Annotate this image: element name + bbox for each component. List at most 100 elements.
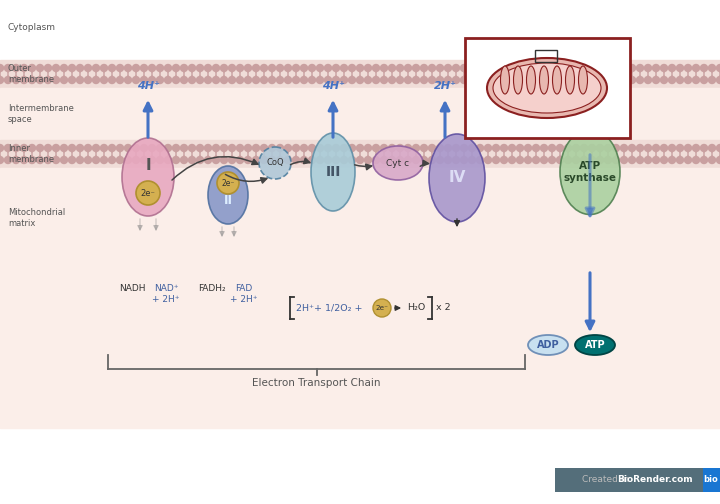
Circle shape <box>92 65 99 72</box>
Circle shape <box>261 77 268 84</box>
Circle shape <box>12 145 19 152</box>
Circle shape <box>428 145 436 152</box>
Circle shape <box>348 77 356 84</box>
Circle shape <box>420 65 428 72</box>
Circle shape <box>60 145 68 152</box>
Circle shape <box>588 65 595 72</box>
Circle shape <box>668 157 675 163</box>
Circle shape <box>677 65 683 72</box>
Circle shape <box>136 181 160 205</box>
Circle shape <box>420 77 428 84</box>
Ellipse shape <box>429 134 485 222</box>
Text: Electron Transport Chain: Electron Transport Chain <box>252 378 380 388</box>
Bar <box>0 88 720 140</box>
Circle shape <box>668 77 675 84</box>
Ellipse shape <box>311 133 355 211</box>
Circle shape <box>181 65 187 72</box>
Text: NAD⁺
+ 2H⁺: NAD⁺ + 2H⁺ <box>152 284 180 304</box>
Ellipse shape <box>552 66 562 94</box>
Circle shape <box>372 145 379 152</box>
Circle shape <box>4 65 12 72</box>
Circle shape <box>269 157 276 163</box>
Circle shape <box>20 77 27 84</box>
Circle shape <box>37 77 43 84</box>
Circle shape <box>549 157 556 163</box>
Ellipse shape <box>208 166 248 224</box>
Circle shape <box>613 145 619 152</box>
Circle shape <box>109 157 115 163</box>
Circle shape <box>148 65 156 72</box>
Text: H₂O: H₂O <box>407 303 426 312</box>
Circle shape <box>101 65 107 72</box>
Circle shape <box>317 77 323 84</box>
Circle shape <box>148 145 156 152</box>
Circle shape <box>685 145 691 152</box>
Circle shape <box>117 77 124 84</box>
Circle shape <box>300 157 307 163</box>
Circle shape <box>485 65 492 72</box>
Circle shape <box>68 157 76 163</box>
Circle shape <box>596 157 603 163</box>
Text: Intermembrane
space: Intermembrane space <box>8 104 74 124</box>
Circle shape <box>220 145 228 152</box>
Circle shape <box>588 145 595 152</box>
Circle shape <box>156 157 163 163</box>
Text: ADP: ADP <box>536 340 559 350</box>
Circle shape <box>212 145 220 152</box>
Circle shape <box>53 145 60 152</box>
Circle shape <box>217 172 239 194</box>
Circle shape <box>76 65 84 72</box>
Circle shape <box>333 77 340 84</box>
Circle shape <box>372 157 379 163</box>
Circle shape <box>4 145 12 152</box>
Circle shape <box>621 145 628 152</box>
Circle shape <box>516 145 523 152</box>
Bar <box>0 140 720 168</box>
Circle shape <box>212 65 220 72</box>
Circle shape <box>549 77 556 84</box>
Text: FADH₂: FADH₂ <box>198 284 226 293</box>
Circle shape <box>261 157 268 163</box>
Circle shape <box>621 157 628 163</box>
Circle shape <box>452 77 459 84</box>
Circle shape <box>485 157 492 163</box>
Circle shape <box>45 157 52 163</box>
Circle shape <box>580 65 588 72</box>
Circle shape <box>156 65 163 72</box>
Text: Created in: Created in <box>582 475 632 484</box>
Circle shape <box>12 77 19 84</box>
Circle shape <box>140 145 148 152</box>
Ellipse shape <box>526 66 536 94</box>
Circle shape <box>492 77 500 84</box>
Circle shape <box>428 77 436 84</box>
Circle shape <box>397 145 403 152</box>
Circle shape <box>308 65 315 72</box>
Circle shape <box>37 145 43 152</box>
Circle shape <box>716 145 720 152</box>
Circle shape <box>389 145 395 152</box>
Circle shape <box>636 65 644 72</box>
Circle shape <box>693 65 700 72</box>
Circle shape <box>164 157 171 163</box>
Circle shape <box>29 145 35 152</box>
Circle shape <box>173 157 179 163</box>
Circle shape <box>245 65 251 72</box>
Circle shape <box>276 65 284 72</box>
Circle shape <box>452 65 459 72</box>
Circle shape <box>428 157 436 163</box>
Circle shape <box>269 145 276 152</box>
Circle shape <box>148 157 156 163</box>
Circle shape <box>557 157 564 163</box>
Circle shape <box>636 145 644 152</box>
Circle shape <box>29 65 35 72</box>
Circle shape <box>564 157 572 163</box>
Text: Inner
membrane: Inner membrane <box>8 144 54 164</box>
Circle shape <box>220 77 228 84</box>
Circle shape <box>181 145 187 152</box>
Circle shape <box>605 145 611 152</box>
Circle shape <box>364 157 372 163</box>
Bar <box>465 38 630 138</box>
Circle shape <box>428 65 436 72</box>
Circle shape <box>204 65 212 72</box>
Circle shape <box>524 157 531 163</box>
